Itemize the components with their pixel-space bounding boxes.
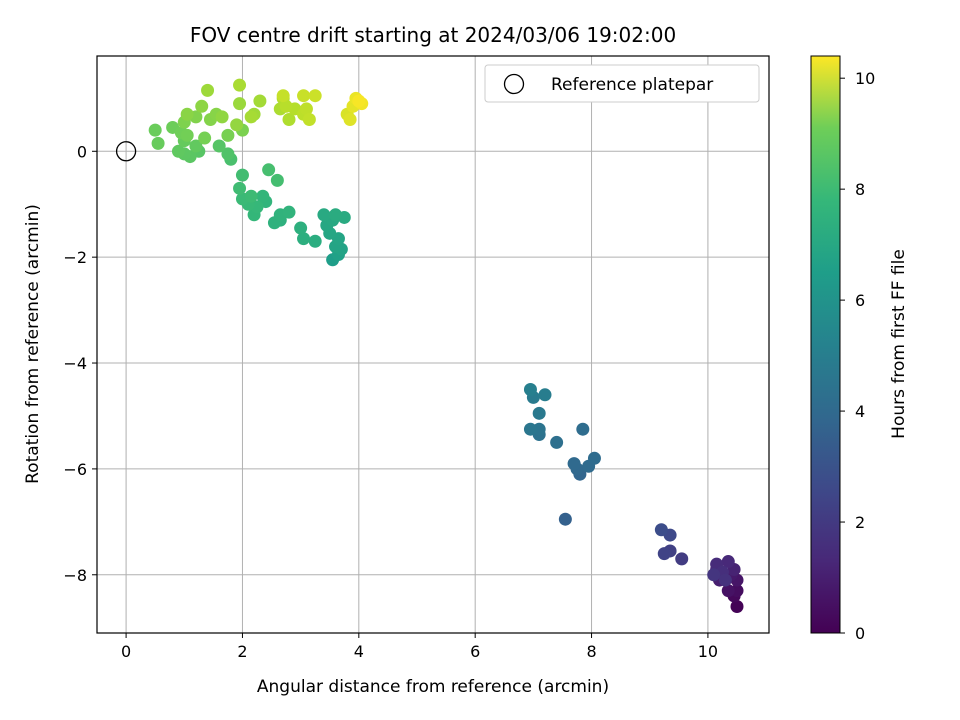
data-point: [279, 99, 293, 113]
x-axis-label: Angular distance from reference (arcmin): [257, 677, 609, 697]
data-point: [256, 189, 270, 203]
data-point: [253, 94, 267, 108]
data-point: [282, 205, 296, 219]
y-tick-label: 0: [77, 142, 87, 161]
data-point: [180, 107, 194, 121]
grid-lines: [97, 56, 769, 633]
legend-entry-label: Reference platepar: [551, 75, 713, 95]
x-tick-label: 10: [698, 642, 718, 661]
plot-frame: [96, 55, 770, 634]
x-axis-ticks: 0 2 4 6 8 10: [121, 633, 718, 661]
data-point: [233, 97, 247, 111]
data-point: [654, 523, 668, 537]
data-point: [718, 573, 732, 587]
data-point: [270, 173, 284, 187]
data-point: [212, 139, 226, 153]
y-tick-label: −4: [63, 354, 87, 373]
data-point: [230, 118, 244, 132]
data-point: [707, 568, 721, 582]
reference-marker-group: [115, 141, 137, 162]
reference-platepar-marker: [115, 141, 137, 162]
data-point: [730, 600, 744, 614]
data-point: [317, 208, 331, 222]
legend-box: [484, 64, 760, 103]
colorbar-tick-label: 2: [855, 513, 865, 532]
data-point: [171, 144, 185, 158]
colorbar-tick-label: 6: [855, 291, 865, 310]
data-point: [189, 139, 203, 153]
data-point: [297, 232, 311, 246]
data-point: [148, 123, 162, 137]
data-point: [299, 102, 313, 116]
data-point: [244, 189, 258, 203]
data-point: [308, 89, 322, 103]
y-tick-label: −8: [63, 566, 87, 585]
y-axis-label: Rotation from reference (arcmin): [23, 204, 43, 484]
data-point: [538, 388, 552, 402]
data-point: [195, 99, 209, 113]
colorbar-ticks: 0 2 4 6 8 10: [840, 69, 875, 643]
data-point: [297, 89, 311, 103]
colorbar-tick-label: 0: [855, 624, 865, 643]
data-point: [576, 422, 590, 436]
colorbar-tick-label: 4: [855, 402, 865, 421]
data-point: [215, 110, 229, 124]
x-tick-label: 2: [237, 642, 247, 661]
data-point: [532, 406, 546, 420]
data-point: [352, 94, 366, 108]
legend-reference-marker: [503, 73, 525, 95]
data-point: [308, 234, 322, 248]
data-point: [244, 110, 258, 124]
data-point: [221, 147, 235, 161]
data-point: [151, 136, 165, 150]
x-tick-label: 0: [121, 642, 131, 661]
data-point: [221, 128, 235, 142]
colorbar-gradient: [810, 55, 841, 634]
data-point: [567, 457, 581, 471]
data-point: [180, 128, 194, 142]
colorbar: 0 2 4 6 8 10 Hours from first FF file: [810, 55, 909, 643]
data-point: [329, 208, 343, 222]
data-point: [721, 584, 735, 598]
colorbar-label: Hours from first FF file: [889, 249, 909, 439]
data-point: [721, 555, 735, 569]
x-tick-label: 4: [354, 642, 364, 661]
data-point: [675, 552, 689, 566]
chart-title: FOV centre drift starting at 2024/03/06 …: [190, 23, 676, 47]
data-point: [657, 547, 671, 561]
data-point: [276, 89, 290, 103]
legend: Reference platepar: [484, 64, 760, 103]
data-point: [343, 113, 357, 127]
y-tick-label: −2: [63, 248, 87, 267]
data-point: [282, 113, 296, 127]
data-point: [262, 163, 276, 177]
data-point: [523, 382, 537, 396]
data-points: [148, 78, 744, 614]
x-tick-label: 8: [586, 642, 596, 661]
data-point: [233, 78, 247, 92]
data-point: [198, 131, 212, 145]
data-point: [201, 83, 215, 97]
data-point: [587, 451, 601, 465]
colorbar-tick-label: 8: [855, 180, 865, 199]
data-point: [523, 422, 537, 436]
data-point: [302, 113, 316, 127]
colorbar-tick-label: 10: [855, 69, 875, 88]
data-point: [558, 512, 572, 526]
y-tick-label: −6: [63, 460, 87, 479]
y-axis-ticks: −8 −6 −4 −2 0: [63, 142, 97, 585]
data-point: [550, 435, 564, 449]
x-tick-label: 6: [470, 642, 480, 661]
data-point: [233, 181, 247, 195]
data-point: [235, 168, 249, 182]
data-point: [294, 221, 308, 235]
